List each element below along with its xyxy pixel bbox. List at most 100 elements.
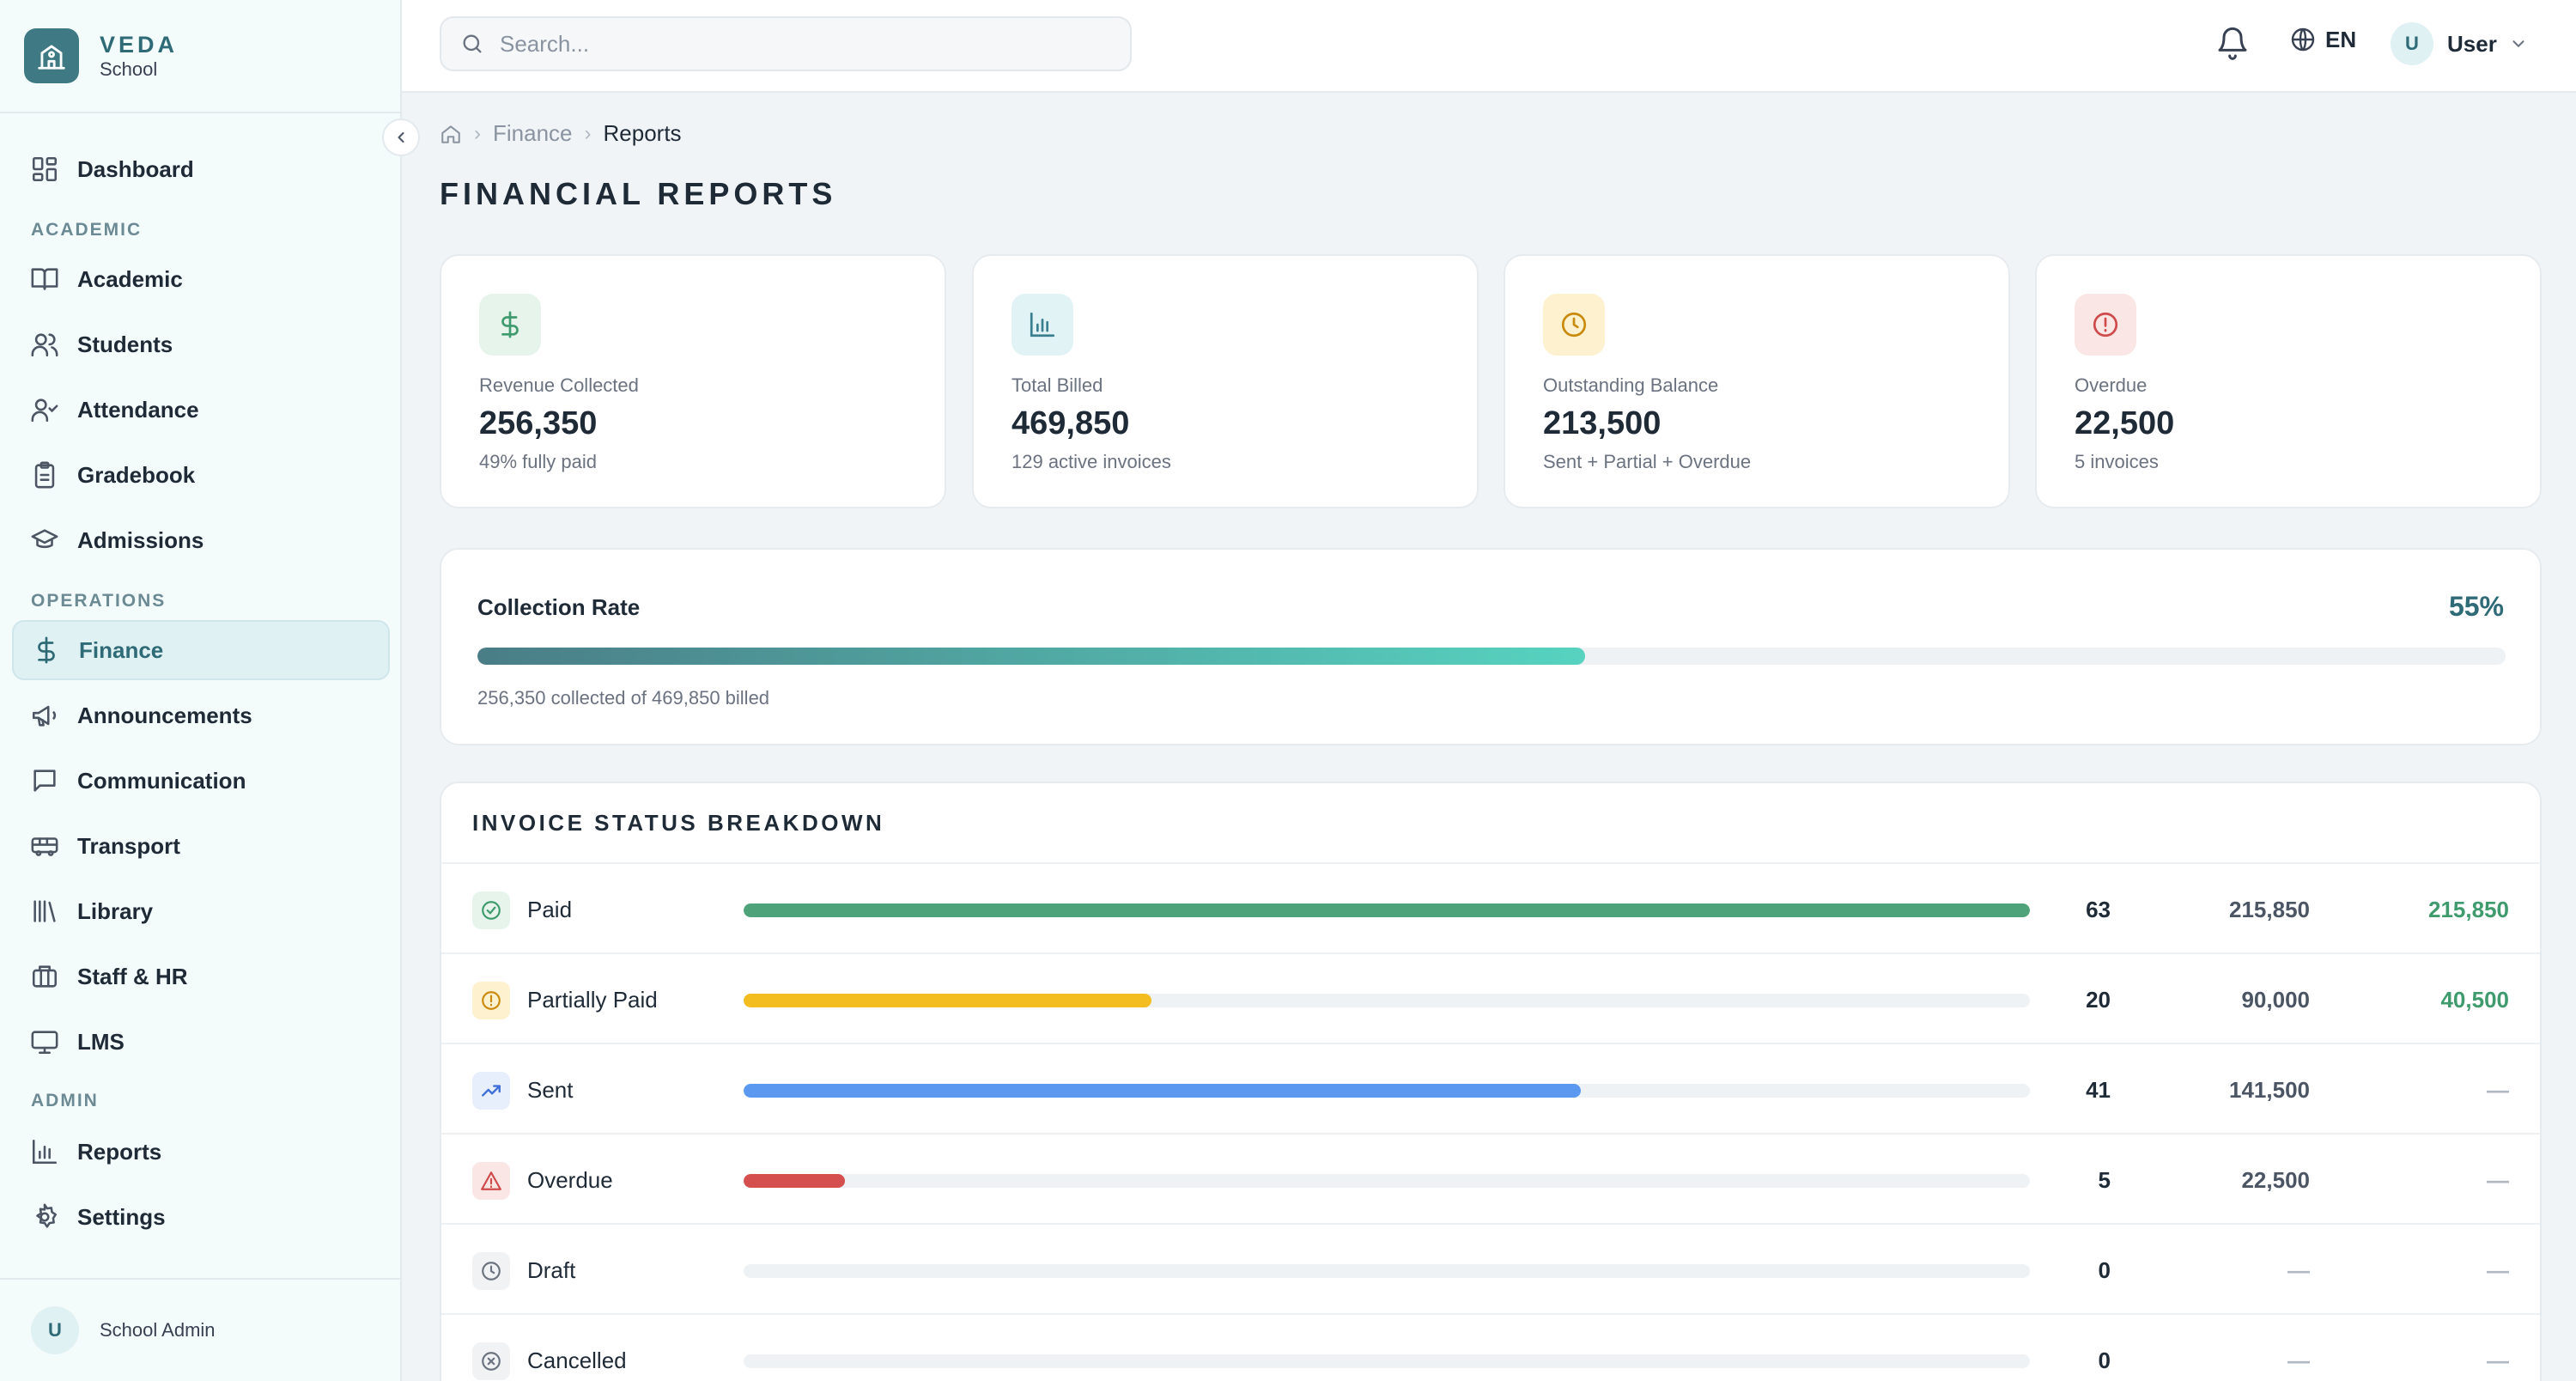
- status-row-overdue[interactable]: Overdue 5 22,500 —: [441, 1135, 2540, 1225]
- sidebar-item-reports[interactable]: Reports: [12, 1122, 390, 1182]
- user-menu[interactable]: U User: [2391, 22, 2528, 65]
- sidebar-item-admissions[interactable]: Admissions: [12, 510, 390, 570]
- search-input[interactable]: [500, 30, 1101, 58]
- notifications-button[interactable]: [2215, 26, 2250, 60]
- alert-circle-icon: [2075, 294, 2136, 356]
- status-bar-track: [744, 903, 2030, 917]
- home-icon[interactable]: [440, 123, 462, 145]
- sidebar-item-dashboard[interactable]: Dashboard: [12, 139, 390, 199]
- collection-rate-card: Collection Rate 55% 256,350 collected of…: [440, 548, 2542, 745]
- users-icon: [29, 329, 60, 360]
- topbar: EN U User: [402, 0, 2576, 93]
- collapse-sidebar-button[interactable]: [382, 119, 420, 156]
- stat-card-overdue: Overdue 22,500 5 invoices: [2035, 254, 2542, 508]
- status-collected: —: [2487, 1077, 2509, 1103]
- graduation-cap-icon: [29, 525, 60, 556]
- language-code: EN: [2325, 26, 2357, 52]
- status-row-draft[interactable]: Draft 0 — —: [441, 1225, 2540, 1315]
- status-label: Overdue: [527, 1167, 613, 1193]
- sidebar-item-students[interactable]: Students: [12, 314, 390, 374]
- stat-label: Overdue: [2075, 374, 2148, 396]
- status-row-paid[interactable]: Paid 63 215,850 215,850: [441, 864, 2540, 954]
- stat-label: Outstanding Balance: [1543, 374, 1719, 396]
- book-icon: [29, 264, 60, 295]
- page-title: FINANCIAL REPORTS: [440, 176, 837, 211]
- sidebar-item-staff-hr[interactable]: Staff & HR: [12, 946, 390, 1007]
- message-square-icon: [29, 765, 60, 796]
- status-bar-fill: [744, 994, 1151, 1007]
- sidebar-item-communication[interactable]: Communication: [12, 751, 390, 811]
- sidebar-item-label: Reports: [77, 1138, 162, 1165]
- dollar-icon: [479, 294, 541, 356]
- sidebar-item-label: Staff & HR: [77, 963, 188, 989]
- sidebar-item-label: Transport: [77, 832, 180, 859]
- dashboard-grid-icon: [29, 154, 60, 185]
- status-bar-track: [744, 1084, 2030, 1098]
- stat-value: 22,500: [2075, 405, 2175, 441]
- status-row-sent[interactable]: Sent 41 141,500 —: [441, 1044, 2540, 1135]
- status-count: 63: [2086, 897, 2111, 922]
- collection-rate-sub: 256,350 collected of 469,850 billed: [477, 687, 770, 709]
- sidebar-item-label: Communication: [77, 767, 246, 794]
- sidebar-item-label: Students: [77, 331, 173, 357]
- collection-rate-fill: [477, 648, 1585, 665]
- sidebar-item-label: Dashboard: [77, 155, 194, 182]
- status-label: Sent: [527, 1077, 574, 1103]
- sidebar-item-library[interactable]: Library: [12, 881, 390, 941]
- sidebar: VEDA School Dashboard ACADEMIC Academic …: [0, 0, 420, 1381]
- status-row-partially-paid[interactable]: Partially Paid 20 90,000 40,500: [441, 954, 2540, 1044]
- stat-sub: Sent + Partial + Overdue: [1543, 451, 1752, 472]
- sidebar-item-label: Attendance: [77, 396, 199, 423]
- status-bar-track: [744, 1174, 2030, 1188]
- breadcrumb-separator: ›: [584, 121, 592, 145]
- language-selector[interactable]: EN: [2289, 26, 2356, 53]
- sidebar-item-gradebook[interactable]: Gradebook: [12, 445, 390, 505]
- x-circle-icon: [472, 1342, 510, 1380]
- status-count: 0: [2098, 1257, 2111, 1283]
- sidebar-item-transport[interactable]: Transport: [12, 816, 390, 876]
- stat-value: 469,850: [1012, 405, 1130, 441]
- sidebar-item-label: Academic: [77, 265, 183, 292]
- bar-chart-icon: [1012, 294, 1073, 356]
- clipboard-icon: [29, 459, 60, 490]
- library-icon: [29, 896, 60, 927]
- sidebar-item-academic[interactable]: Academic: [12, 249, 390, 309]
- bus-icon: [29, 830, 60, 861]
- avatar: U: [31, 1306, 79, 1354]
- clock-icon: [472, 1252, 510, 1290]
- bell-icon: [2218, 27, 2247, 60]
- status-row-cancelled[interactable]: Cancelled 0 — —: [441, 1315, 2540, 1381]
- stat-sub: 129 active invoices: [1012, 451, 1171, 472]
- sidebar-item-lms[interactable]: LMS: [12, 1012, 390, 1072]
- sidebar-item-announcements[interactable]: Announcements: [12, 685, 390, 745]
- status-count: 41: [2086, 1077, 2111, 1103]
- status-bar-fill: [744, 1084, 1582, 1098]
- brand[interactable]: VEDA School: [0, 0, 400, 113]
- sidebar-item-finance[interactable]: Finance: [12, 620, 390, 680]
- status-amount: —: [2287, 1257, 2310, 1283]
- trending-up-icon: [472, 1072, 510, 1110]
- status-bar-track: [744, 1264, 2030, 1278]
- sidebar-item-settings[interactable]: Settings: [12, 1187, 390, 1247]
- status-count: 20: [2086, 987, 2111, 1013]
- brand-sub: School: [100, 58, 158, 80]
- chevron-left-icon: [398, 132, 404, 143]
- search-box[interactable]: [440, 16, 1132, 71]
- section-operations: OPERATIONS: [31, 591, 167, 611]
- dollar-icon: [31, 635, 62, 666]
- status-amount: 90,000: [2241, 987, 2310, 1013]
- status-collected: 40,500: [2440, 987, 2509, 1013]
- briefcase-icon: [29, 961, 60, 992]
- status-amount: 215,850: [2229, 897, 2310, 922]
- chevron-down-icon: [2512, 40, 2524, 48]
- stat-card-total-billed: Total Billed 469,850 129 active invoices: [972, 254, 1479, 508]
- status-count: 5: [2098, 1167, 2111, 1193]
- sidebar-item-attendance[interactable]: Attendance: [12, 380, 390, 440]
- sidebar-item-label: Finance: [79, 636, 164, 663]
- breadcrumb: › Finance › Reports: [440, 120, 682, 147]
- breadcrumb-parent[interactable]: Finance: [493, 120, 573, 146]
- bar-chart-icon: [29, 1136, 60, 1167]
- status-bar-fill: [744, 903, 2030, 917]
- status-collected: —: [2487, 1167, 2509, 1193]
- sidebar-footer[interactable]: U School Admin: [0, 1278, 402, 1381]
